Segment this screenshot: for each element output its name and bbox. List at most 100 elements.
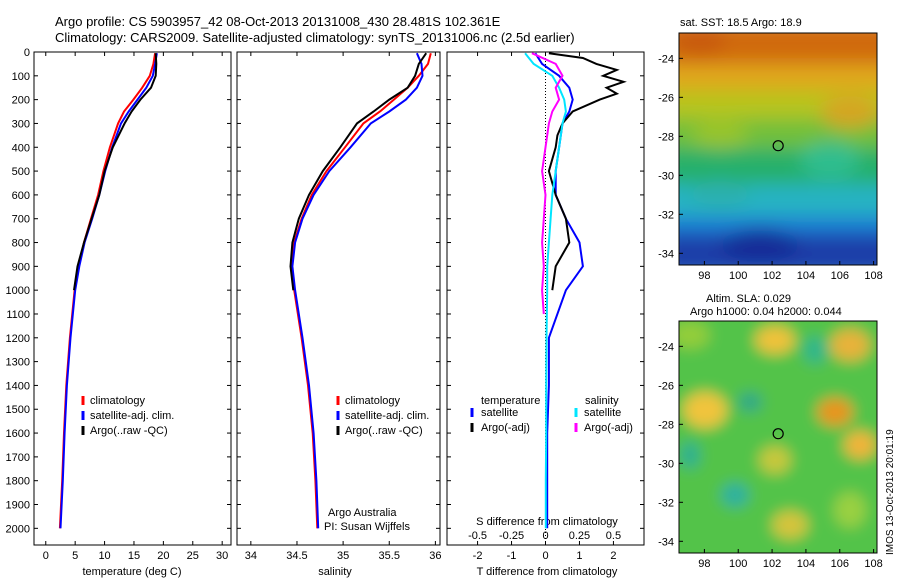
x-tick-label: 100 [729,270,747,282]
sst-map-axes: 98 100 102 104 106 108 -24 -26 -28 -30 -32 -34 [658,53,883,282]
y-tick-label: 1900 [6,500,30,512]
x-tick-label: 35 [337,550,349,562]
y-tick-label: 800 [12,238,30,250]
x-tick-label: -2 [473,550,483,562]
legend-entry: climatology [90,395,146,407]
s-tick-label: 0.5 [606,530,621,542]
y-tick-label: -32 [658,497,674,509]
y-tick-label: -28 [658,419,674,431]
salinity-panel: 34 34.5 35 35.5 36 salinity climatology satelli… [236,51,442,578]
series-line-3 [531,52,564,315]
x-axis-label: T difference from climatology [477,566,618,578]
legend-entry: satellite-adj. clim. [90,410,174,422]
series-line-0 [290,52,432,529]
y-tick-label: 500 [12,166,30,178]
argo-location-marker [772,428,784,440]
y-tick-label: 700 [12,214,30,226]
y-tick-label: -34 [658,536,674,548]
legend-entry: Argo(-adj) [584,422,633,434]
y-tick-label: -32 [658,209,674,221]
x-tick-label: 108 [864,270,882,282]
series-line-1 [291,52,424,529]
x-tick-label: 102 [763,270,781,282]
y-tick-label: 1700 [6,452,30,464]
y-tick-label: -24 [658,341,674,353]
legend-entry: Argo(-adj) [481,422,530,434]
s-tick-label: 0.25 [569,530,590,542]
x-tick-label: 0 [542,550,548,562]
x-tick-label: 5 [72,550,78,562]
y-tick-label: 100 [12,71,30,83]
y-tick-label: 900 [12,261,30,273]
x-tick-label: -1 [507,550,517,562]
y-tick-label: 300 [12,118,30,130]
y-tick-label: -24 [658,53,674,65]
legend-entry: satellite-adj. clim. [345,410,429,422]
series-line-1 [59,53,158,529]
sla-map-subtitle: Argo h1000: 0.04 h2000: 0.044 [690,306,842,318]
y-tick-label: 1300 [6,357,30,369]
y-tick-label: 600 [12,190,30,202]
plot-frame [33,51,232,546]
x-tick-label: 1 [576,550,582,562]
x-tick-label: 106 [831,558,849,570]
difference-panel: -2 -1 0 1 2-0.5 -0.25 0 0.25 0.5S difference fro… [446,51,645,578]
legend-title: temperature [481,395,540,407]
series-line-2 [289,52,428,291]
x-tick-label: 30 [216,550,228,562]
s-tick-label: -0.25 [499,530,524,542]
figure-title-line2: Climatology: CARS2009. Satellite-adjuste… [55,30,575,45]
series-line-2 [73,53,158,291]
sla-map-axes: 98 100 102 104 106 108 -24 -26 -28 -30 -32 -34 [658,341,883,570]
credit-line: PI: Susan Wijffels [324,521,410,533]
x-tick-label: 106 [831,270,849,282]
y-tick-label: 2000 [6,523,30,535]
x-axis-label: temperature (deg C) [82,566,181,578]
credit-line: Argo Australia [328,507,397,519]
sla-map-field [679,321,877,553]
x-tick-label: 15 [128,550,140,562]
y-tick-label: -30 [658,458,674,470]
legend-entry: climatology [345,395,401,407]
y-tick-label: -26 [658,380,674,392]
x-tick-label: 0 [43,550,49,562]
plot-frame [236,51,441,546]
x-tick-label: 35.5 [379,550,400,562]
x-tick-label: 10 [98,550,110,562]
y-tick-label: 1400 [6,380,30,392]
legend-entry: satellite [584,407,621,419]
x-tick-label: 100 [729,558,747,570]
sst-map-title: sat. SST: 18.5 Argo: 18.9 [680,17,802,29]
x-tick-label: 98 [698,558,710,570]
legend-title: salinity [585,395,619,407]
legend-entry: Argo(..raw -QC) [345,425,423,437]
y-tick-label: 400 [12,142,30,154]
temperature-panel: 0100200300400500600700800900100011001200… [6,47,232,578]
x-tick-label: 34 [245,550,257,562]
y-tick-label: -26 [658,92,674,104]
x-tick-label: 2 [610,550,616,562]
legend-entry: satellite [481,407,518,419]
sst-map-panel: sat. SST: 18.5 Argo: 18.9 98 100 1 [658,17,883,282]
x-tick-label: 98 [698,270,710,282]
y-tick-label: -34 [658,248,674,260]
y-tick-label: -30 [658,170,674,182]
x-tick-label: 104 [797,270,815,282]
sst-map-field [679,33,877,265]
side-stamp: IMOS 13-Oct-2013 20:01:19 [885,429,896,555]
y-tick-label: 1600 [6,428,30,440]
y-tick-label: 1800 [6,476,30,488]
y-tick-label: 1500 [6,404,30,416]
argo-location-marker [772,140,784,152]
y-tick-label: 1200 [6,333,30,345]
y-tick-label: 1100 [6,309,30,321]
x-tick-label: 102 [763,558,781,570]
sla-map-title: Altim. SLA: 0.029 [706,293,791,305]
x-tick-label: 36 [429,550,441,562]
series-line-2 [524,52,567,529]
y-tick-label: 0 [24,47,30,59]
x-tick-label: 104 [797,558,815,570]
x-axis-label: salinity [318,566,352,578]
sla-map-panel: Altim. SLA: 0.029 Argo h1000: 0.04 h2000… [658,293,883,570]
